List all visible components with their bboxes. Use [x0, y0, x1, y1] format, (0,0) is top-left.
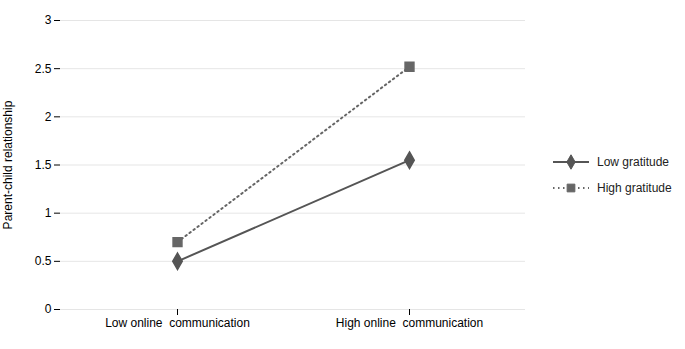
- svg-text:0.5: 0.5: [35, 254, 52, 268]
- svg-text:2: 2: [45, 110, 52, 124]
- svg-text:1.5: 1.5: [35, 158, 52, 172]
- svg-text:3: 3: [45, 13, 52, 27]
- svg-text:High online communication: High online communication: [336, 316, 483, 330]
- svg-text:Parent-child relationship: Parent-child relationship: [1, 100, 15, 229]
- svg-text:0: 0: [45, 302, 52, 316]
- svg-text:Low online communication: Low online communication: [105, 316, 250, 330]
- svg-text:2.5: 2.5: [35, 62, 52, 76]
- html-text:Low gratitude: Low gratitude: [597, 154, 669, 169]
- svg-text:1: 1: [45, 206, 52, 220]
- html-text:High gratitude: High gratitude: [597, 180, 672, 195]
